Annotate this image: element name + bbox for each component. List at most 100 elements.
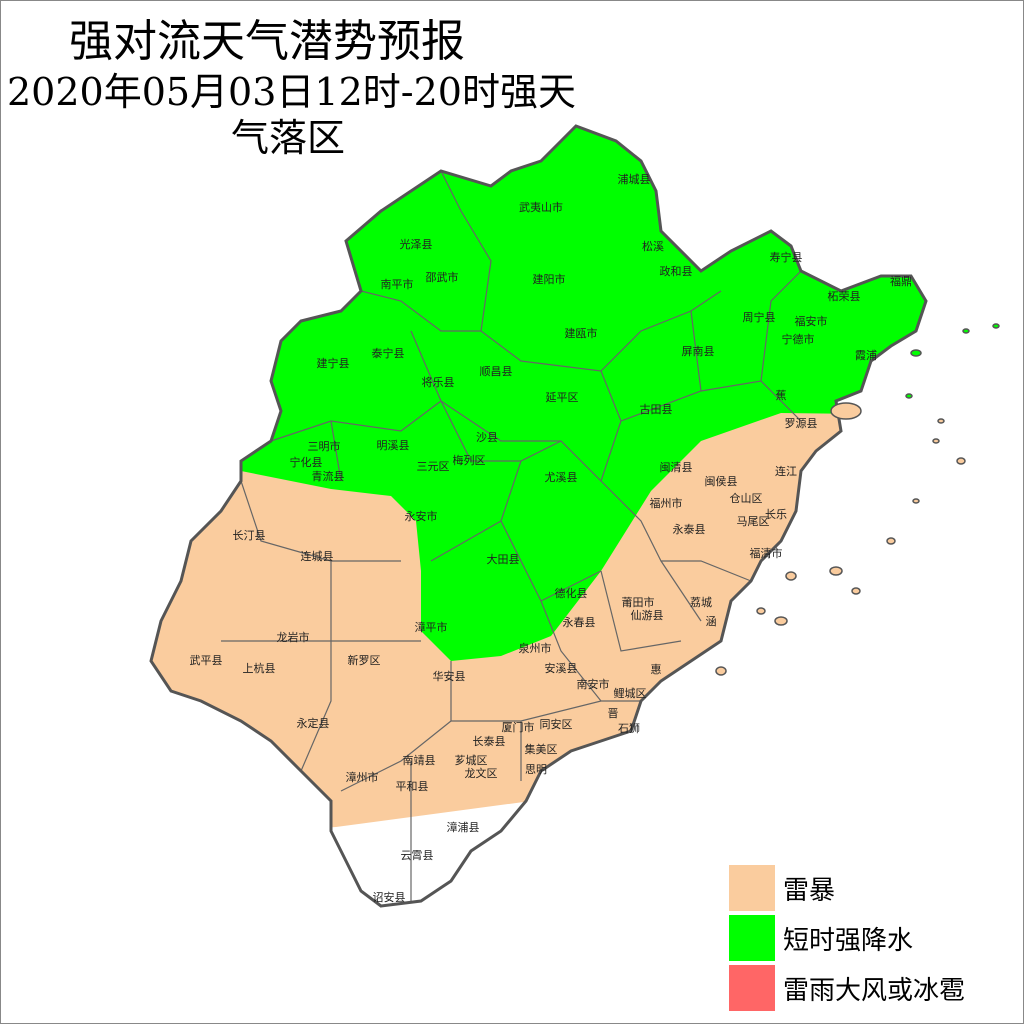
island	[905, 393, 913, 399]
island	[851, 587, 861, 595]
legend-label: 雷暴	[783, 875, 836, 906]
county-label: 集美区	[525, 742, 558, 756]
county-label: 福鼎	[890, 274, 912, 288]
county-label: 沙县	[476, 431, 498, 444]
county-label: 古田县	[640, 403, 673, 416]
county-label: 青流县	[312, 469, 345, 483]
county-border	[540, 600, 602, 702]
county-label: 永泰县	[673, 522, 706, 536]
county-label: 漳州市	[346, 770, 379, 784]
county-label: 福安市	[795, 314, 828, 328]
map-title-line-1: 强对流天气潜势预报	[69, 16, 465, 67]
county-label: 马尾区	[737, 515, 770, 528]
county-border	[440, 400, 562, 462]
island	[937, 418, 945, 424]
legend-swatch-heavy-rain	[729, 915, 775, 961]
county-label: 仓山区	[730, 491, 763, 505]
county-label: 宁德市	[782, 332, 815, 346]
county-label: 武夷山市	[519, 200, 563, 214]
island	[785, 571, 797, 581]
county-label: 将乐县	[422, 376, 455, 389]
island	[932, 438, 940, 444]
island	[756, 607, 766, 615]
legend: 雷暴 短时强降水 雷雨大风或冰雹	[723, 861, 1013, 1017]
county-label: 芗城区	[455, 754, 488, 767]
county-label: 寿宁县	[770, 250, 803, 264]
county-border	[300, 561, 332, 772]
province-outline	[149, 124, 928, 908]
county-label: 蕉	[776, 389, 787, 402]
county-label: 泰宁县	[372, 346, 405, 360]
county-label: 云霄县	[401, 849, 434, 862]
county-label: 龙岩市	[277, 630, 310, 644]
county-label: 顺昌县	[480, 365, 513, 378]
map-title-line-2: 2020年05月03日12时-20时强天	[7, 70, 576, 114]
county-label: 德化县	[555, 586, 588, 600]
island	[774, 616, 788, 626]
island	[912, 498, 920, 504]
county-border	[600, 570, 682, 652]
county-label: 漳浦县	[447, 820, 480, 834]
county-label: 福清市	[750, 546, 783, 560]
county-label: 罗源县	[785, 416, 818, 430]
county-label: 长乐	[765, 508, 787, 521]
county-label: 政和县	[660, 264, 693, 278]
county-label: 石狮	[618, 722, 640, 735]
map-title-line-3: 气落区	[231, 116, 346, 160]
county-label: 永春县	[563, 615, 596, 629]
county-label: 闽侯县	[705, 474, 738, 488]
county-border	[660, 560, 702, 622]
county-label: 长泰县	[473, 734, 506, 748]
county-label: 建宁县	[317, 356, 350, 370]
island	[962, 328, 970, 334]
county-label: 厦门市	[502, 720, 535, 734]
county-label: 闽清县	[660, 461, 693, 474]
county-label: 三元区	[417, 460, 450, 473]
county-label: 梅列区	[453, 453, 486, 467]
county-label: 惠	[651, 662, 662, 676]
coastal-islands	[715, 323, 1000, 676]
county-label: 晋	[608, 707, 619, 720]
county-label: 南靖县	[403, 754, 436, 767]
county-label: 柘荣县	[828, 289, 861, 303]
county-border	[690, 310, 702, 392]
legend-swatch-thunderstorm	[729, 865, 775, 911]
county-label: 南安市	[577, 677, 610, 691]
county-border	[270, 400, 442, 442]
county-label: 霞浦	[855, 349, 877, 362]
legend-label: 短时强降水	[783, 925, 914, 956]
county-border	[360, 290, 481, 332]
island	[992, 323, 1000, 329]
island	[886, 537, 896, 545]
county-label: 尤溪县	[545, 471, 578, 484]
county-label: 延平区	[546, 391, 579, 404]
legend-swatch-wind-hail	[729, 965, 775, 1011]
county-label: 武平县	[190, 654, 223, 667]
county-border	[330, 420, 342, 482]
county-label: 平和县	[396, 780, 429, 793]
county-label: 永定县	[297, 716, 330, 730]
county-border	[760, 270, 802, 382]
county-label: 三明市	[308, 439, 341, 453]
county-label: 涵	[706, 614, 717, 628]
county-label: 思明	[525, 763, 547, 776]
county-label: 华安县	[433, 669, 466, 683]
island	[829, 566, 843, 576]
county-label: 浦城县	[618, 173, 651, 186]
island	[830, 402, 862, 420]
county-label: 光泽县	[400, 237, 433, 251]
county-label: 邵武市	[426, 270, 459, 284]
county-label: 大田县	[487, 552, 520, 566]
county-label: 莆田市	[622, 595, 655, 609]
county-label: 龙文区	[465, 766, 498, 780]
county-label: 永安市	[405, 509, 438, 523]
county-border	[620, 380, 802, 422]
island	[910, 349, 922, 357]
county-label: 松溪	[642, 239, 664, 253]
county-label: 连城县	[301, 550, 334, 563]
legend-label: 雷雨大风或冰雹	[783, 975, 966, 1006]
county-border	[440, 170, 722, 372]
